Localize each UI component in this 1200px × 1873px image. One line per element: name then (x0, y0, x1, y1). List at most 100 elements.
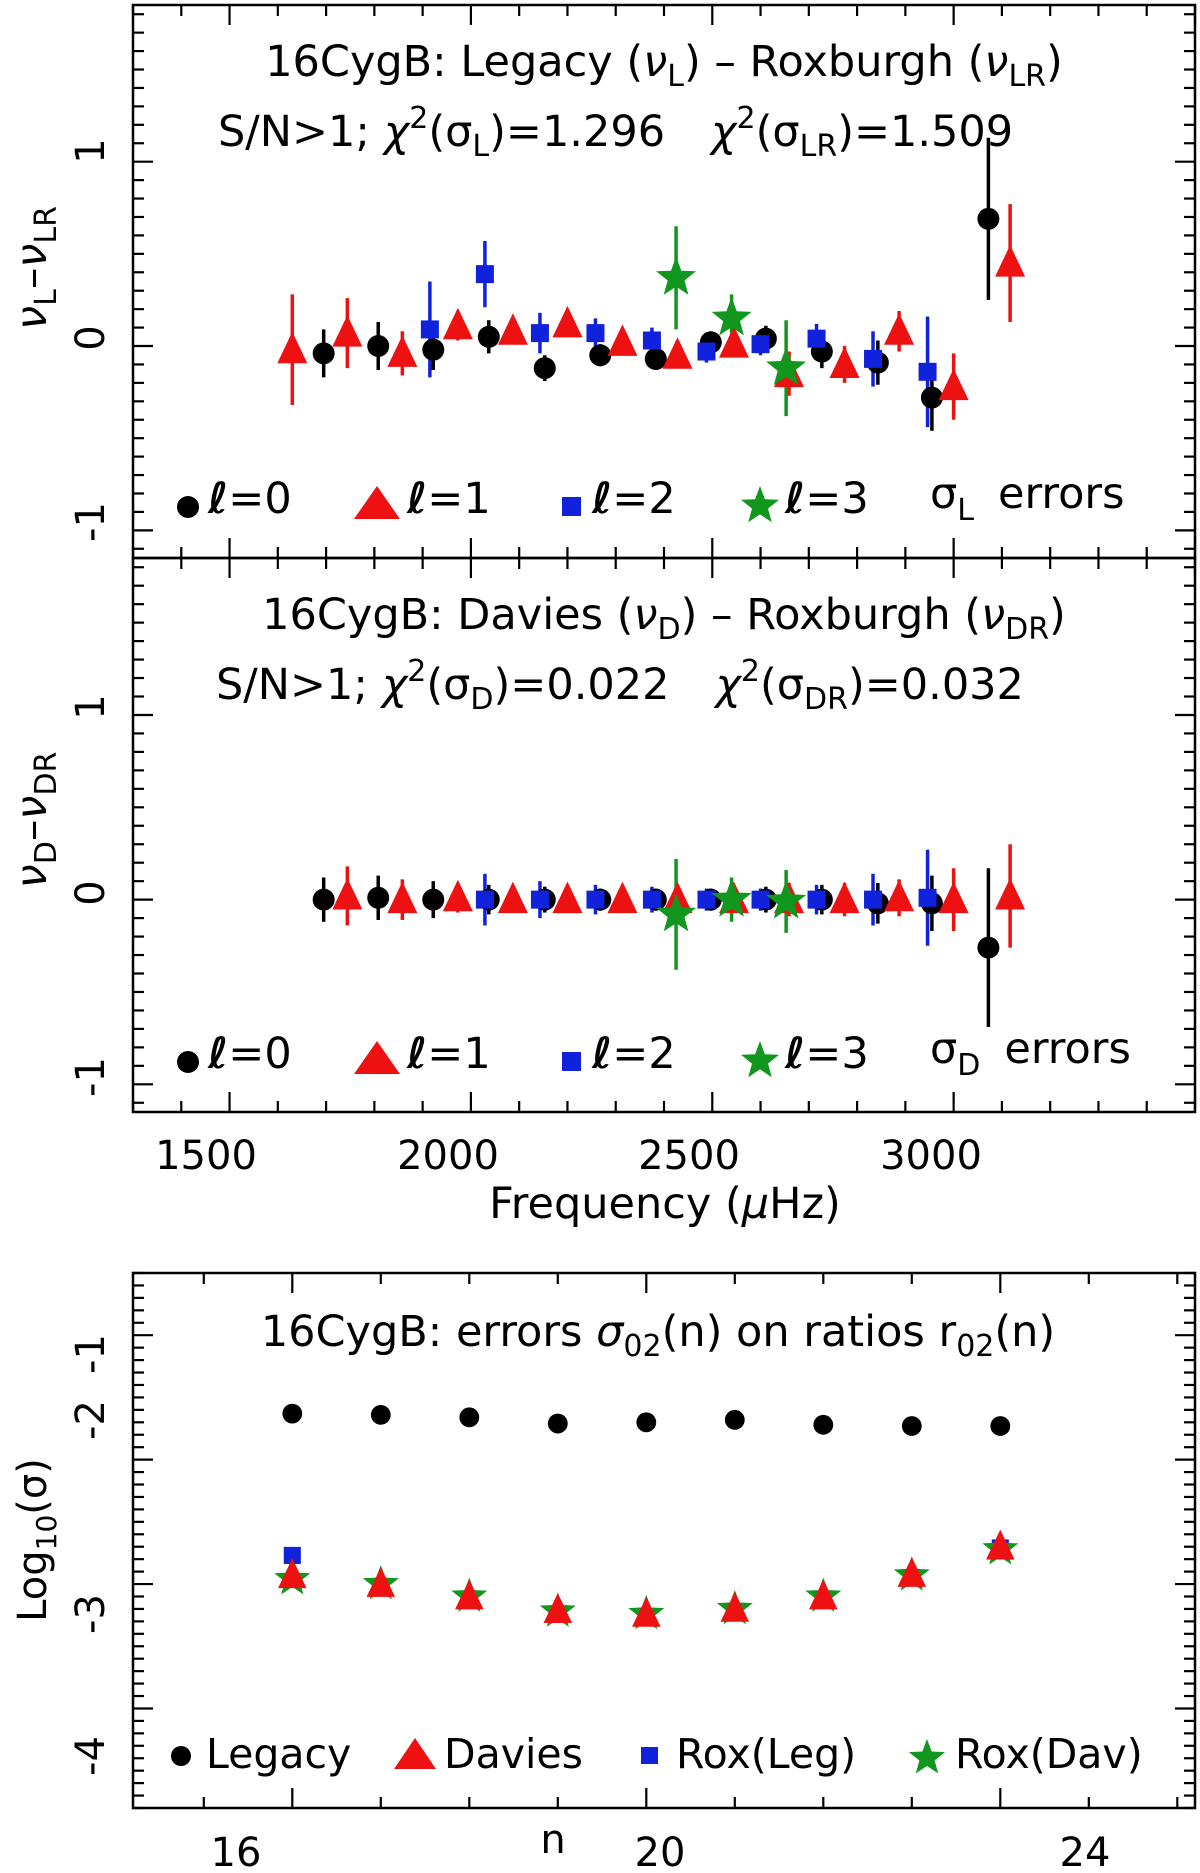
data-point (475, 265, 494, 284)
data-point (995, 245, 1026, 277)
data-point (718, 326, 749, 358)
data-point (475, 890, 494, 909)
data-point (607, 881, 638, 914)
data-point (636, 1412, 657, 1433)
data-point (632, 1596, 661, 1627)
panel-ratios-legend: Legacy Davies Rox(Leg) Rox(Dav) (171, 1730, 1143, 1778)
freq-xtick-label-3000: 3000 (880, 1133, 982, 1179)
data-point (642, 890, 661, 909)
legend-l0-marker (177, 1051, 199, 1073)
data-point (864, 349, 883, 368)
data-point (986, 1529, 1015, 1560)
data-point (332, 877, 363, 910)
data-point (918, 362, 937, 381)
data-point (442, 879, 473, 912)
panel-davies-ticks (131, 558, 1197, 1112)
panel-davies-title: 16CygB: Davies (νD) – Roxburgh (νDR) (262, 590, 1066, 647)
data-point (766, 880, 807, 919)
data-point (589, 344, 612, 367)
legend-l2-marker (562, 1052, 581, 1071)
panel-legacy-markers (277, 207, 1026, 409)
panel-ratios-title: 16CygB: errors σ02(n) on ratios r02(n) (261, 1307, 1055, 1364)
data-point (277, 331, 308, 364)
data-point (644, 347, 667, 370)
legend-l3-label: ℓ=3 (784, 474, 869, 524)
panel-ratios-ticks (133, 1271, 1195, 1810)
freq-xlabel: Frequency (μHz) (489, 1179, 841, 1229)
freq-xtick-label-2500: 2500 (638, 1133, 740, 1179)
data-point (724, 1409, 745, 1430)
panel-legacy-ticks (131, 5, 1197, 558)
data-point (442, 307, 473, 340)
data-point (278, 1558, 307, 1589)
panel-davies-ytick-label-1: 1 (68, 694, 114, 719)
data-point (282, 1403, 303, 1424)
data-point (897, 1556, 927, 1587)
data-point (497, 313, 528, 345)
data-point (938, 368, 969, 401)
data-point (367, 886, 390, 909)
panel-legacy-error-bars (290, 137, 1012, 431)
legend-l3-marker (741, 486, 779, 523)
data-point (642, 331, 661, 350)
data-point (422, 338, 445, 361)
data-point (697, 342, 716, 361)
data-point (530, 890, 549, 909)
data-point (813, 1414, 834, 1435)
panel-ratios-ytick-label-minus2: -2 (68, 1400, 114, 1440)
data-point (367, 335, 390, 358)
data-point (807, 890, 826, 909)
legend-l3-marker (741, 1041, 779, 1078)
data-point (884, 313, 915, 345)
freq-xtick-label-1500: 1500 (155, 1133, 257, 1179)
panel-ratios-xtick-label-24: 24 (1060, 1830, 1111, 1873)
panel-davies-legend: ℓ=0 ℓ=1 ℓ=2 ℓ=3 σD errors (177, 1024, 1131, 1083)
data-point (766, 347, 807, 386)
data-point (977, 207, 1000, 230)
data-point (332, 315, 363, 347)
data-point (711, 878, 752, 917)
data-point (809, 1579, 838, 1610)
panel-legacy: 16CygB: Legacy (νL) – Roxburgh (νLR) S/N… (7, 3, 1197, 560)
data-point (607, 324, 638, 356)
data-point (477, 325, 500, 348)
panel-davies-error-bars (321, 844, 1012, 1028)
data-point (720, 1591, 750, 1622)
data-point (901, 1416, 922, 1436)
panel-legacy-ylabel: νL–νLR (7, 206, 64, 330)
legend-l1-marker (354, 1041, 400, 1074)
data-point (586, 890, 605, 909)
legend-roxdav-marker (908, 1739, 946, 1774)
data-point (459, 1407, 480, 1428)
data-point (312, 342, 335, 365)
legend-davies-label: Davies (444, 1730, 583, 1778)
panel-ratios-xtick-label-20: 20 (635, 1830, 686, 1873)
data-point (990, 1416, 1011, 1436)
panel-davies-stats: S/N>1; χ2(σD)=0.022 χ2(σDR)=0.032 (216, 654, 1024, 717)
legend-l0-label: ℓ=0 (207, 1029, 292, 1079)
data-point (455, 1579, 484, 1610)
legend-roxleg-label: Rox(Leg) (676, 1730, 856, 1778)
data-point (918, 888, 937, 907)
legend-l0-label: ℓ=0 (207, 474, 292, 524)
data-point (543, 1593, 573, 1623)
data-point (938, 881, 969, 914)
panel-davies-markers (312, 877, 1026, 959)
panel-davies-ylabel: νD–νDR (7, 752, 64, 889)
legend-l2-marker (562, 497, 581, 516)
legend-l2-label: ℓ=2 (591, 1029, 676, 1079)
data-point (387, 881, 418, 914)
data-point (283, 1546, 301, 1564)
data-point (656, 256, 696, 295)
legend-l0-marker (177, 496, 199, 518)
data-point (420, 320, 439, 339)
data-point (711, 297, 752, 336)
data-point (977, 936, 1000, 959)
legend-l3-label: ℓ=3 (784, 1029, 869, 1079)
data-point (422, 888, 445, 911)
legend-roxdav-label: Rox(Dav) (955, 1730, 1143, 1778)
legend-l1-marker (354, 486, 400, 519)
data-point (829, 881, 860, 914)
legend-roxleg-marker (641, 1747, 658, 1764)
data-point (497, 881, 528, 914)
